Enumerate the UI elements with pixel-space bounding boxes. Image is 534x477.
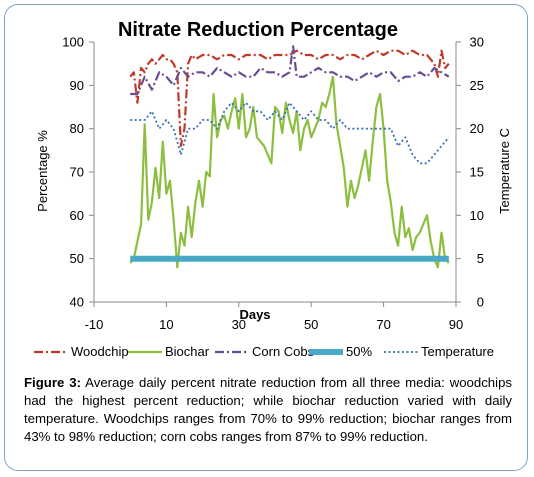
caption-label: Figure 3: bbox=[24, 375, 81, 390]
series-line-woodchip bbox=[129, 49, 450, 148]
tick-labels: 40 50 60 70 80 90 100 0 5 10 15 20 25 30 -10 10 30 50 70 90 bbox=[62, 35, 484, 333]
y-axis-label: Percentage % bbox=[35, 130, 50, 212]
x-axis-label: Days bbox=[239, 307, 270, 322]
y2-tick-label: 30 bbox=[470, 35, 484, 50]
legend-label: Temperature bbox=[421, 344, 494, 359]
y-tick-label: 40 bbox=[70, 295, 84, 310]
legend: Woodchip Biochar Corn Cobs 50% Temperature bbox=[34, 344, 494, 359]
y2-tick-label: 5 bbox=[477, 251, 484, 266]
x-tick-label: -10 bbox=[85, 317, 104, 332]
x-tick-label: 90 bbox=[449, 317, 463, 332]
y2-axis-label: Temperature C bbox=[497, 128, 512, 214]
y-tick-label: 70 bbox=[70, 165, 84, 180]
legend-label: 50% bbox=[346, 344, 372, 359]
y2-tick-label: 20 bbox=[470, 121, 484, 136]
chart: Nitrate Reduction Percentage 40506070809… bbox=[34, 19, 512, 359]
legend-label: Woodchip bbox=[71, 344, 129, 359]
x-tick-label: 70 bbox=[376, 317, 390, 332]
y2-tick-label: 10 bbox=[470, 208, 484, 223]
y-tick-label: 60 bbox=[70, 208, 84, 223]
chart-title: Nitrate Reduction Percentage bbox=[118, 19, 398, 41]
legend-label: Biochar bbox=[165, 344, 210, 359]
axes bbox=[89, 41, 461, 307]
x-tick-label: 50 bbox=[304, 317, 318, 332]
y2-tick-label: 15 bbox=[470, 165, 484, 180]
series-line-corn-cobs bbox=[130, 45, 450, 96]
y-tick-label: 90 bbox=[70, 78, 84, 93]
y-tick-label: 100 bbox=[62, 35, 84, 50]
series-line-biochar bbox=[129, 75, 450, 269]
y2-tick-label: 25 bbox=[470, 78, 484, 93]
legend-label: Corn Cobs bbox=[252, 344, 315, 359]
x-tick-label: 10 bbox=[159, 317, 173, 332]
y-tick-label: 50 bbox=[70, 251, 84, 266]
y-tick-label: 80 bbox=[70, 121, 84, 136]
x-tick-label: 30 bbox=[232, 317, 246, 332]
y2-tick-label: 0 bbox=[477, 295, 484, 310]
series-line-temperature bbox=[130, 101, 450, 165]
caption-text: Average daily percent nitrate reduction … bbox=[24, 375, 513, 444]
figure-caption: Figure 3: Average daily percent nitrate … bbox=[24, 374, 512, 446]
plot-series bbox=[129, 45, 450, 269]
